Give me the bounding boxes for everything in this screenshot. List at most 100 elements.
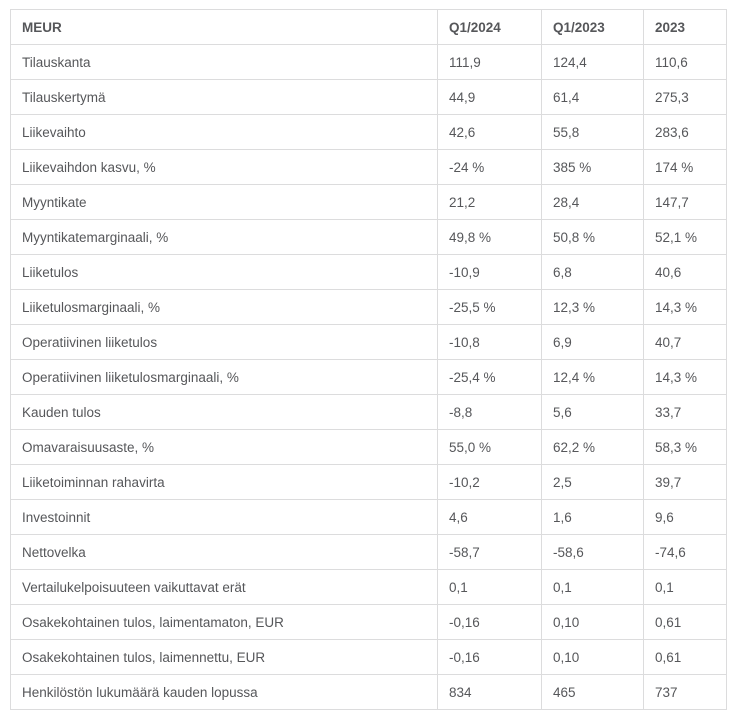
row-value: 5,6: [541, 394, 644, 430]
row-label: Kauden tulos: [10, 394, 438, 430]
key-figures-table: MEUR Q1/2024 Q1/2023 2023 Tilauskanta 111…: [10, 9, 727, 710]
row-value: 2,5: [541, 464, 644, 500]
header-row: MEUR Q1/2024 Q1/2023 2023: [10, 9, 727, 45]
row-value: 14,3 %: [643, 359, 727, 395]
row-value: 737: [643, 674, 727, 710]
row-value: 44,9: [437, 79, 542, 115]
row-value: 40,7: [643, 324, 727, 360]
column-header-q1-2024: Q1/2024: [437, 9, 542, 45]
table-row: Kauden tulos -8,8 5,6 33,7: [10, 394, 727, 430]
row-value: -25,4 %: [437, 359, 542, 395]
row-label: Investoinnit: [10, 499, 438, 535]
row-value: 39,7: [643, 464, 727, 500]
column-header-2023: 2023: [643, 9, 727, 45]
row-value: 14,3 %: [643, 289, 727, 325]
row-label: Tilauskanta: [10, 44, 438, 80]
row-label: Nettovelka: [10, 534, 438, 570]
table-row: Osakekohtainen tulos, laimennettu, EUR -0…: [10, 639, 727, 675]
row-value: 0,10: [541, 604, 644, 640]
row-value: 174 %: [643, 149, 727, 185]
row-label: Osakekohtainen tulos, laimennettu, EUR: [10, 639, 438, 675]
row-value: -58,7: [437, 534, 542, 570]
row-label: Liiketulosmarginaali, %: [10, 289, 438, 325]
table-row: Henkilöstön lukumäärä kauden lopussa 834 4…: [10, 674, 727, 710]
table-row: Operatiivinen liiketulosmarginaali, % -25…: [10, 359, 727, 395]
row-value: 6,8: [541, 254, 644, 290]
row-value: 147,7: [643, 184, 727, 220]
row-label: Liiketoiminnan rahavirta: [10, 464, 438, 500]
row-label: Henkilöstön lukumäärä kauden lopussa: [10, 674, 438, 710]
row-value: 62,2 %: [541, 429, 644, 465]
column-header-meur: MEUR: [10, 9, 438, 45]
row-value: 33,7: [643, 394, 727, 430]
row-label: Tilauskertymä: [10, 79, 438, 115]
row-label: Operatiivinen liiketulosmarginaali, %: [10, 359, 438, 395]
row-value: -24 %: [437, 149, 542, 185]
row-value: 28,4: [541, 184, 644, 220]
table-row: Liikevaihdon kasvu, % -24 % 385 % 174 %: [10, 149, 727, 185]
row-value: -10,9: [437, 254, 542, 290]
row-value: -0,16: [437, 639, 542, 675]
table-row: Nettovelka -58,7 -58,6 -74,6: [10, 534, 727, 570]
row-value: 52,1 %: [643, 219, 727, 255]
row-label: Omavaraisuusaste, %: [10, 429, 438, 465]
row-label: Liikevaihdon kasvu, %: [10, 149, 438, 185]
row-value: -74,6: [643, 534, 727, 570]
table-header: MEUR Q1/2024 Q1/2023 2023: [10, 9, 727, 45]
row-value: -25,5 %: [437, 289, 542, 325]
row-value: 12,4 %: [541, 359, 644, 395]
table-row: Tilauskertymä 44,9 61,4 275,3: [10, 79, 727, 115]
row-value: 385 %: [541, 149, 644, 185]
row-value: 0,10: [541, 639, 644, 675]
row-value: 0,61: [643, 604, 727, 640]
row-value: 6,9: [541, 324, 644, 360]
row-value: -8,8: [437, 394, 542, 430]
row-value: 55,0 %: [437, 429, 542, 465]
table-row: Liiketulosmarginaali, % -25,5 % 12,3 % 14,3…: [10, 289, 727, 325]
table-row: Liiketoiminnan rahavirta -10,2 2,5 39,7: [10, 464, 727, 500]
row-value: 465: [541, 674, 644, 710]
table-row: Operatiivinen liiketulos -10,8 6,9 40,7: [10, 324, 727, 360]
row-value: -0,16: [437, 604, 542, 640]
row-value: 0,61: [643, 639, 727, 675]
row-label: Liikevaihto: [10, 114, 438, 150]
row-value: 58,3 %: [643, 429, 727, 465]
table-row: Osakekohtainen tulos, laimentamaton, EUR…: [10, 604, 727, 640]
row-label: Vertailukelpoisuuteen vaikuttavat erät: [10, 569, 438, 605]
row-value: 55,8: [541, 114, 644, 150]
row-value: 42,6: [437, 114, 542, 150]
row-value: 0,1: [643, 569, 727, 605]
row-label: Operatiivinen liiketulos: [10, 324, 438, 360]
table-row: Myyntikate 21,2 28,4 147,7: [10, 184, 727, 220]
row-value: -58,6: [541, 534, 644, 570]
row-label: Myyntikate: [10, 184, 438, 220]
row-value: 61,4: [541, 79, 644, 115]
row-label: Myyntikatemarginaali, %: [10, 219, 438, 255]
table-row: Omavaraisuusaste, % 55,0 % 62,2 % 58,3 %: [10, 429, 727, 465]
column-header-q1-2023: Q1/2023: [541, 9, 644, 45]
row-value: 50,8 %: [541, 219, 644, 255]
row-value: 9,6: [643, 499, 727, 535]
table-row: Myyntikatemarginaali, % 49,8 % 50,8 % 52,1 …: [10, 219, 727, 255]
table-row: Vertailukelpoisuuteen vaikuttavat erät 0,…: [10, 569, 727, 605]
row-value: 110,6: [643, 44, 727, 80]
row-value: 12,3 %: [541, 289, 644, 325]
row-label: Osakekohtainen tulos, laimentamaton, EUR: [10, 604, 438, 640]
row-value: 124,4: [541, 44, 644, 80]
row-value: 40,6: [643, 254, 727, 290]
row-value: 0,1: [437, 569, 542, 605]
table-row: Liiketulos -10,9 6,8 40,6: [10, 254, 727, 290]
row-value: 283,6: [643, 114, 727, 150]
table-body: Tilauskanta 111,9 124,4 110,6 Tilauskertymä 4…: [10, 44, 727, 710]
row-label: Liiketulos: [10, 254, 438, 290]
row-value: -10,8: [437, 324, 542, 360]
row-value: 275,3: [643, 79, 727, 115]
row-value: 49,8 %: [437, 219, 542, 255]
row-value: 21,2: [437, 184, 542, 220]
row-value: 834: [437, 674, 542, 710]
row-value: 4,6: [437, 499, 542, 535]
table-row: Liikevaihto 42,6 55,8 283,6: [10, 114, 727, 150]
row-value: 0,1: [541, 569, 644, 605]
row-value: 1,6: [541, 499, 644, 535]
